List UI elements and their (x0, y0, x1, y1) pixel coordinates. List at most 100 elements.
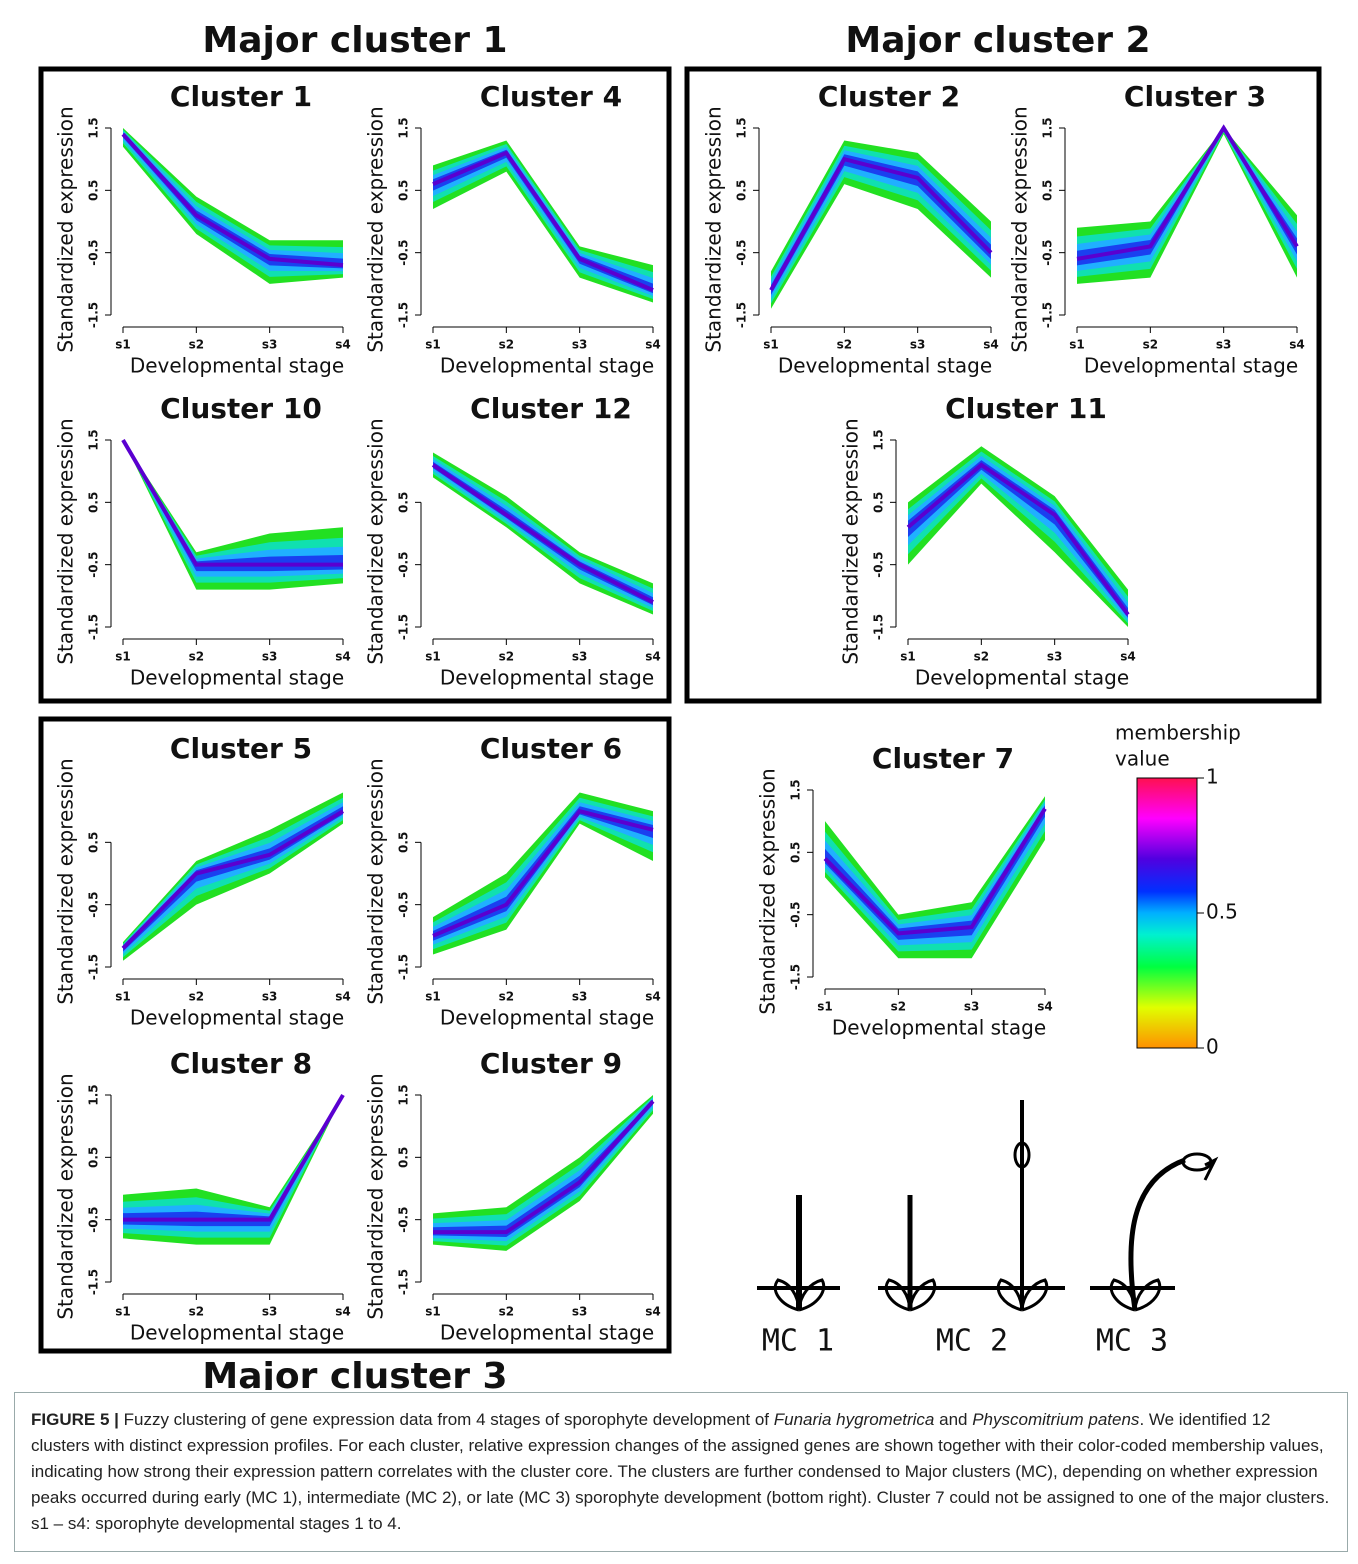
x-axis-label: Developmental stage (440, 1006, 654, 1030)
chart-title: Cluster 2 (818, 80, 960, 113)
x-tick-label: s1 (425, 1305, 441, 1319)
cluster-core-line (906, 462, 1130, 616)
y-tick-label: -0.5 (87, 1207, 101, 1233)
chart-title: Cluster 1 (170, 80, 312, 113)
y-tick-label: -1.5 (87, 1269, 101, 1295)
membership-band (908, 451, 1128, 624)
membership-band (123, 128, 343, 284)
y-tick-label: 0.5 (87, 492, 101, 513)
y-axis-label: Standardized expression (702, 106, 726, 352)
y-tick-label: 0.5 (397, 1147, 411, 1168)
y-axis-label: Standardized expression (364, 758, 388, 1004)
cluster-core-line (121, 438, 343, 567)
membership-band (123, 440, 343, 583)
chart-title: Cluster 4 (480, 80, 622, 113)
x-tick-label: s1 (115, 650, 131, 664)
y-tick-label: -0.5 (789, 902, 803, 928)
cluster-core-line (431, 463, 654, 604)
y-axis-label: Standardized expression (54, 758, 78, 1004)
x-tick-label: s2 (1143, 338, 1159, 352)
mc-label: MC 3 (1096, 1324, 1168, 1359)
chart-title: Cluster 6 (480, 732, 622, 765)
y-tick-label: -0.5 (1041, 240, 1055, 266)
x-tick-label: s1 (900, 650, 916, 664)
y-tick-label: -1.5 (397, 614, 411, 640)
x-tick-label: s4 (335, 338, 351, 352)
membership-band (123, 440, 343, 572)
x-tick-label: s4 (335, 990, 351, 1004)
membership-band (123, 131, 343, 272)
cluster-core-line (1076, 124, 1299, 261)
cluster-core-line (432, 150, 654, 292)
caption-text: Funaria hygrometrica (773, 1410, 935, 1429)
colorbar-title: value (1115, 747, 1170, 771)
caption-label: FIGURE 5 | (31, 1410, 119, 1429)
box-mc2 (684, 66, 1322, 704)
x-tick-label: s1 (425, 990, 441, 1004)
caption-text: . We identified 12 clusters with distinc… (31, 1410, 1330, 1533)
chart-title: Cluster 3 (1124, 80, 1266, 113)
x-axis-label: Developmental stage (130, 666, 344, 690)
y-tick-label: 1.5 (1041, 117, 1055, 138)
x-tick-label: s3 (262, 1305, 278, 1319)
y-axis-label: Standardized expression (756, 768, 780, 1014)
x-tick-label: s1 (425, 338, 441, 352)
y-tick-label: -1.5 (735, 302, 749, 328)
x-tick-label: s3 (572, 650, 588, 664)
cluster-core-line (823, 807, 1047, 936)
y-tick-label: -1.5 (872, 614, 886, 640)
y-tick-label: 1.5 (87, 1084, 101, 1105)
y-tick-label: -0.5 (397, 1207, 411, 1233)
x-tick-label: s3 (964, 1000, 980, 1014)
y-axis-label: Standardized expression (364, 106, 388, 352)
x-tick-label: s4 (1037, 1000, 1053, 1014)
x-tick-label: s1 (425, 650, 441, 664)
caption-text: Fuzzy clustering of gene expression data… (118, 1410, 774, 1429)
colorbar (1136, 777, 1198, 1049)
chart-title: Cluster 12 (470, 392, 632, 425)
y-tick-label: 0.5 (397, 832, 411, 853)
x-tick-label: s1 (763, 338, 779, 352)
membership-band (123, 132, 343, 269)
y-tick-label: -1.5 (1041, 302, 1055, 328)
x-tick-label: s2 (891, 1000, 907, 1014)
x-tick-label: s2 (189, 1305, 205, 1319)
x-tick-label: s4 (335, 1305, 351, 1319)
x-axis-label: Developmental stage (130, 1321, 344, 1345)
membership-band (123, 1095, 343, 1227)
x-tick-label: s1 (115, 338, 131, 352)
x-axis-label: Developmental stage (130, 1006, 344, 1030)
y-tick-label: -0.5 (397, 552, 411, 578)
chart-title: Cluster 5 (170, 732, 312, 765)
membership-band (908, 446, 1128, 627)
y-tick-label: 1.5 (789, 779, 803, 800)
x-tick-label: s3 (1216, 338, 1232, 352)
cluster-core-line (433, 1099, 655, 1235)
y-tick-label: -1.5 (397, 302, 411, 328)
y-axis-label: Standardized expression (364, 418, 388, 664)
major-title: Major cluster 2 (845, 20, 1150, 61)
x-tick-label: s2 (499, 338, 515, 352)
y-tick-label: 1.5 (735, 117, 749, 138)
chart-title: Cluster 7 (872, 742, 1014, 775)
y-tick-label: 0.5 (397, 492, 411, 513)
colorbar-title: membership (1115, 721, 1241, 745)
membership-band (1077, 128, 1297, 266)
y-tick-label: 1.5 (872, 429, 886, 450)
y-tick-label: 0.5 (872, 492, 886, 513)
x-tick-label: s2 (837, 338, 853, 352)
x-tick-label: s2 (974, 650, 990, 664)
x-tick-label: s4 (645, 650, 661, 664)
chart-title: Cluster 9 (480, 1047, 622, 1080)
caption-text: and (934, 1410, 973, 1429)
x-axis-label: Developmental stage (440, 354, 654, 378)
x-tick-label: s2 (499, 1305, 515, 1319)
x-axis-label: Developmental stage (915, 666, 1129, 690)
y-tick-label: -0.5 (397, 892, 411, 918)
x-axis-label: Developmental stage (130, 354, 344, 378)
x-axis-label: Developmental stage (440, 666, 654, 690)
plant-drawings (757, 1100, 1219, 1312)
x-tick-label: s4 (335, 650, 351, 664)
y-tick-label: 0.5 (87, 1147, 101, 1168)
x-axis-label: Developmental stage (440, 1321, 654, 1345)
